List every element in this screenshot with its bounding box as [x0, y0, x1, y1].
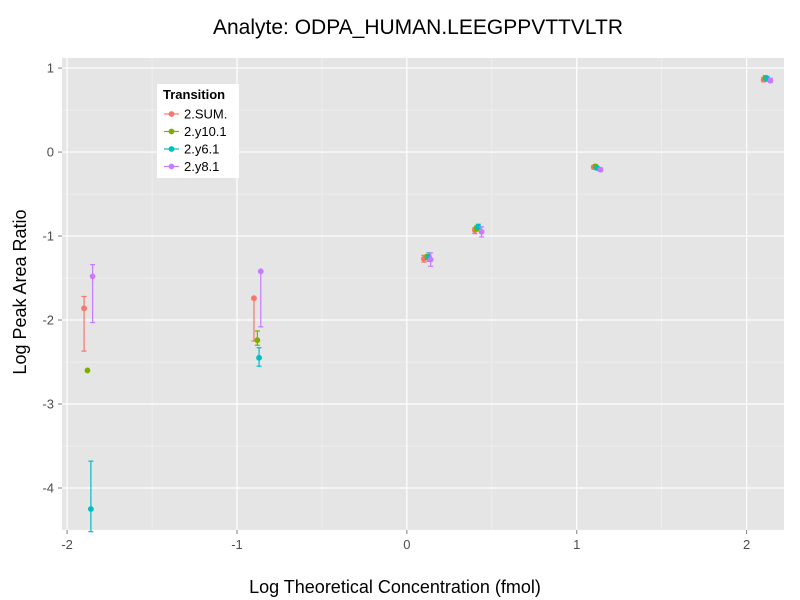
legend-key-point — [168, 111, 175, 117]
data-point — [89, 273, 96, 280]
major-gridlines — [62, 58, 784, 530]
data-point — [597, 166, 604, 173]
legend: Transition 2.SUM. 2.y10.1 2.y6.1 2.y8.1 — [157, 84, 239, 178]
y-tick-label: -1 — [42, 229, 54, 244]
data-point — [257, 268, 264, 275]
legend-key-point — [168, 128, 175, 135]
legend-label: 2.y8.1 — [184, 159, 219, 174]
legend-key-point — [168, 163, 175, 170]
x-tick-label: 0 — [403, 537, 410, 552]
x-axis-title: Log Theoretical Concentration (fmol) — [249, 577, 541, 597]
minor-gridlines — [62, 58, 784, 531]
y-axis: 1 0 -1 -2 -3 -4 — [42, 61, 62, 496]
y-tick-label: 0 — [47, 145, 54, 160]
legend-label: 2.y10.1 — [184, 124, 227, 139]
legend-entries: 2.SUM. 2.y10.1 2.y6.1 2.y8.1 — [164, 107, 227, 174]
legend-title: Transition — [163, 87, 225, 102]
data-series — [81, 75, 774, 533]
data-point — [767, 77, 774, 84]
data-point — [87, 506, 94, 512]
y-tick-label: -3 — [42, 397, 54, 412]
x-tick-label: 2 — [743, 537, 750, 552]
data-point — [81, 305, 87, 312]
y-tick-label: -4 — [42, 481, 54, 496]
data-point — [254, 337, 261, 344]
y-tick-label: -2 — [42, 313, 54, 328]
data-point — [478, 228, 485, 235]
x-tick-label: -2 — [61, 537, 73, 552]
legend-label: 2.y6.1 — [184, 142, 219, 157]
legend-key-point — [168, 146, 175, 152]
x-axis: -2 -1 0 1 2 — [61, 530, 750, 552]
data-point — [84, 367, 91, 374]
data-point — [427, 256, 434, 263]
series-2-y8-1 — [89, 77, 774, 328]
data-point — [256, 354, 262, 361]
x-tick-label: 1 — [573, 537, 580, 552]
data-point — [251, 295, 257, 302]
x-tick-label: -1 — [231, 537, 243, 552]
y-tick-label: 1 — [47, 61, 54, 76]
data-point — [475, 223, 482, 230]
y-axis-title: Log Peak Area Ratio — [10, 209, 30, 374]
legend-label: 2.SUM. — [184, 107, 227, 122]
chart-title: Analyte: ODPA_HUMAN.LEEGPPVTTVLTR — [213, 16, 623, 39]
